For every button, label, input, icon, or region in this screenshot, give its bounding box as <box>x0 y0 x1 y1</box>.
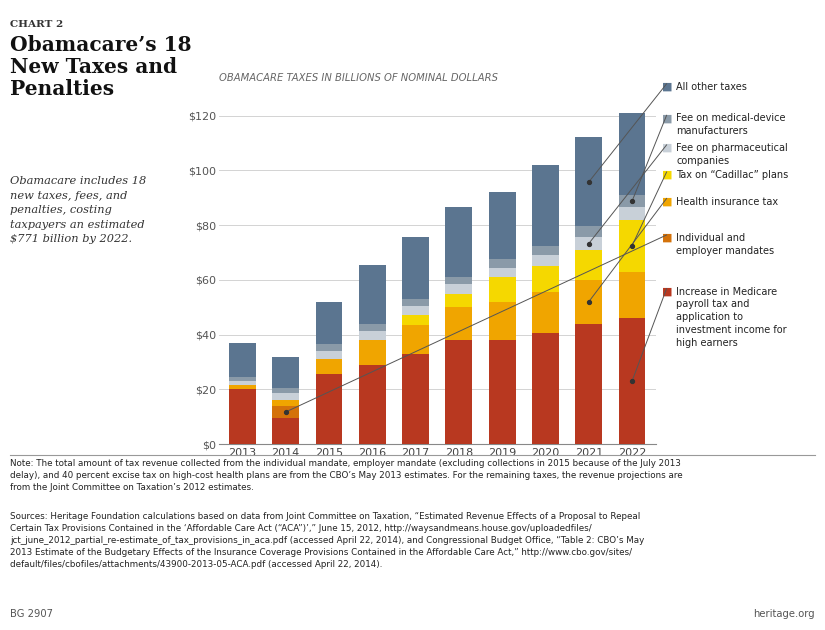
Text: Fee on medical-device
manufacturers: Fee on medical-device manufacturers <box>676 113 786 136</box>
Bar <box>316 344 342 351</box>
Text: CHART 2: CHART 2 <box>10 20 64 29</box>
Bar <box>446 284 473 294</box>
Bar <box>619 220 645 272</box>
Bar <box>359 265 386 324</box>
Bar <box>532 292 559 333</box>
Bar <box>229 386 256 389</box>
Bar <box>575 137 602 226</box>
Bar <box>402 238 429 299</box>
Bar <box>532 246 559 255</box>
Bar <box>619 113 645 195</box>
Bar <box>575 238 602 249</box>
Text: BG 2907: BG 2907 <box>10 609 53 619</box>
Bar <box>619 207 645 220</box>
Text: Fee on pharmaceutical
companies: Fee on pharmaceutical companies <box>676 143 788 166</box>
Bar <box>402 325 429 354</box>
Bar <box>272 418 299 444</box>
Bar <box>575 249 602 280</box>
Bar <box>359 365 386 444</box>
Text: ■: ■ <box>662 287 672 297</box>
Text: Individual and
employer mandates: Individual and employer mandates <box>676 233 775 256</box>
Bar <box>488 268 516 277</box>
Bar <box>316 374 342 444</box>
Bar <box>229 389 256 444</box>
Bar <box>575 324 602 444</box>
Text: Increase in Medicare
payroll tax and
application to
investment income for
high e: Increase in Medicare payroll tax and app… <box>676 287 787 348</box>
Text: ■: ■ <box>662 113 672 123</box>
Text: All other taxes: All other taxes <box>676 82 747 92</box>
Bar <box>446 307 473 340</box>
Bar <box>619 272 645 318</box>
Text: ■: ■ <box>662 82 672 92</box>
Bar <box>316 351 342 359</box>
Bar <box>532 255 559 266</box>
Bar <box>272 406 299 418</box>
Bar <box>316 302 342 344</box>
Text: Obamacare includes 18
new taxes, fees, and
penalties, costing
taxpayers an estim: Obamacare includes 18 new taxes, fees, a… <box>10 176 146 244</box>
Bar <box>359 324 386 331</box>
Bar <box>488 260 516 268</box>
Text: heritage.org: heritage.org <box>753 609 815 619</box>
Bar <box>272 357 299 388</box>
Text: ■: ■ <box>662 143 672 153</box>
Text: Obamacare’s 18
New Taxes and
Penalties: Obamacare’s 18 New Taxes and Penalties <box>10 35 191 100</box>
Bar <box>575 226 602 238</box>
Bar <box>272 394 299 400</box>
Bar <box>229 343 256 377</box>
Bar <box>272 400 299 406</box>
Bar <box>488 302 516 340</box>
Text: ■: ■ <box>662 233 672 243</box>
Bar <box>488 340 516 444</box>
Text: Tax on “Cadillac” plans: Tax on “Cadillac” plans <box>676 170 789 180</box>
Bar <box>402 299 429 306</box>
Bar <box>272 388 299 394</box>
Text: Note: The total amount of tax revenue collected from the individual mandate, emp: Note: The total amount of tax revenue co… <box>10 459 682 492</box>
Bar <box>619 195 645 207</box>
Bar <box>359 331 386 340</box>
Bar <box>402 316 429 325</box>
Bar <box>229 381 256 386</box>
Bar <box>446 207 473 277</box>
Bar <box>359 340 386 365</box>
Bar <box>446 340 473 444</box>
Bar <box>575 280 602 324</box>
Text: OBAMACARE TAXES IN BILLIONS OF NOMINAL DOLLARS: OBAMACARE TAXES IN BILLIONS OF NOMINAL D… <box>219 73 497 83</box>
Bar <box>619 318 645 444</box>
Bar <box>532 333 559 444</box>
Text: ■: ■ <box>662 170 672 180</box>
Bar <box>532 266 559 292</box>
Text: ■: ■ <box>662 197 672 207</box>
Bar <box>446 294 473 307</box>
Bar <box>488 192 516 260</box>
Bar <box>402 306 429 316</box>
Text: Health insurance tax: Health insurance tax <box>676 197 779 207</box>
Bar <box>532 165 559 246</box>
Bar <box>402 354 429 444</box>
Bar <box>488 277 516 302</box>
Text: Sources: Heritage Foundation calculations based on data from Joint Committee on : Sources: Heritage Foundation calculation… <box>10 512 644 569</box>
Bar <box>229 377 256 381</box>
Bar <box>446 277 473 284</box>
Bar <box>316 359 342 374</box>
